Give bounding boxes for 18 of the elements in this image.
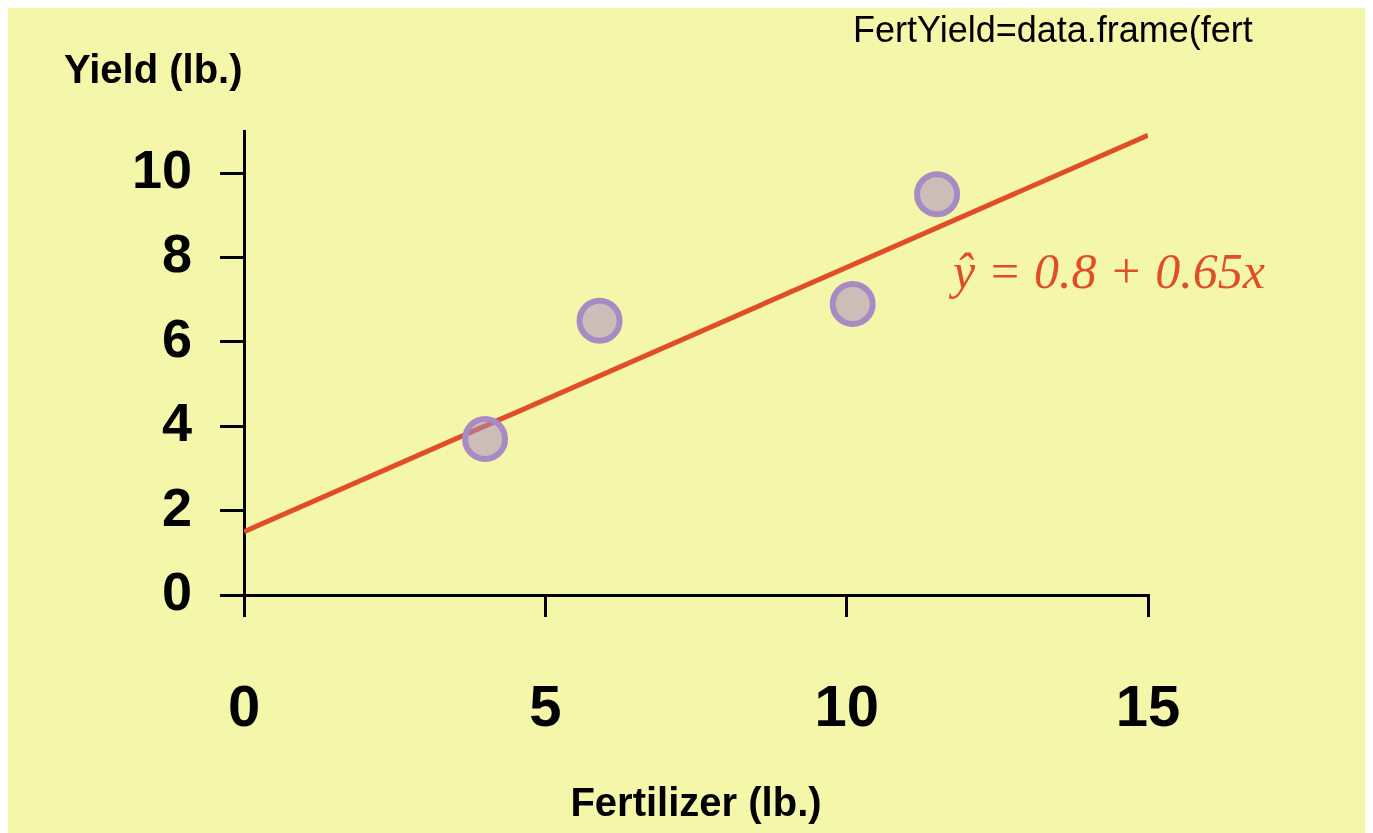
y-tick-label: 4 — [161, 392, 192, 453]
y-tick-label: 2 — [161, 476, 192, 537]
x-axis-title: Fertilizer (lb.) — [570, 780, 822, 825]
x-tick-label: 0 — [227, 672, 261, 738]
point — [914, 171, 961, 218]
x-tick-label: 5 — [529, 672, 562, 738]
point — [829, 280, 876, 327]
point — [576, 297, 623, 344]
point — [462, 415, 509, 462]
x-tick-label: 10 — [814, 672, 879, 738]
y-tick-label: 10 — [131, 139, 192, 200]
y-tick-label: 0 — [161, 560, 192, 621]
annotation: ŷ = 0.8 + 0.65x — [948, 243, 1265, 299]
y-axis-title: Yield (lb.) — [64, 47, 243, 91]
x-tick-label: 15 — [1115, 672, 1181, 738]
y-tick-label: 6 — [161, 307, 192, 368]
text: FertYield=data.frame(fert — [853, 9, 1253, 50]
y-tick-label: 8 — [161, 223, 192, 284]
